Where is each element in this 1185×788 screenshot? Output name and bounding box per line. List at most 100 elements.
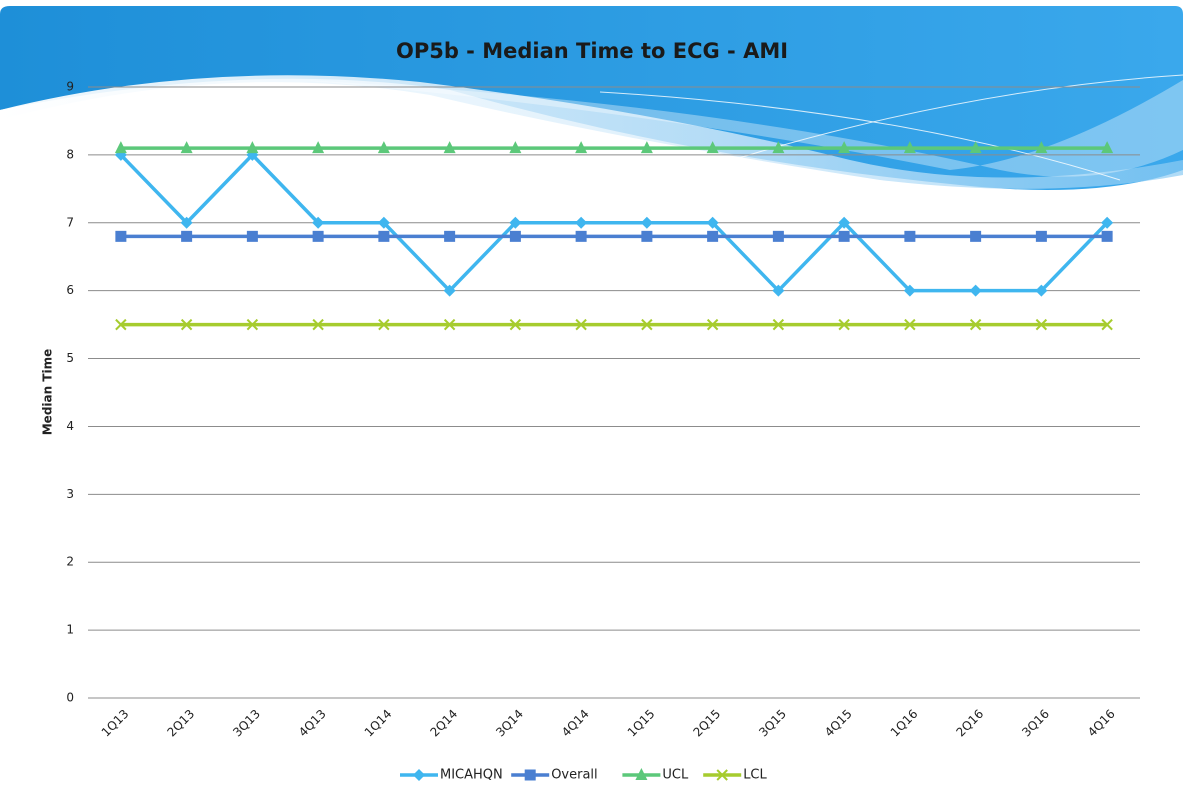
y-tick-label: 5	[66, 351, 74, 365]
marker	[641, 318, 653, 331]
marker	[180, 141, 193, 154]
y-tick-label: 1	[66, 623, 74, 637]
marker	[1035, 230, 1047, 242]
y-tick-label: 7	[66, 215, 74, 229]
marker	[904, 318, 916, 331]
y-tick-label: 3	[66, 487, 74, 501]
x-tick-label: 4Q13	[296, 707, 329, 740]
marker	[640, 141, 653, 154]
marker	[246, 230, 258, 242]
marker	[903, 284, 916, 297]
marker	[377, 141, 390, 154]
legend-item: LCL	[703, 768, 768, 783]
marker	[509, 318, 522, 331]
marker	[575, 216, 588, 229]
x-tick-label: 2Q16	[953, 707, 986, 740]
x-tick-label: 3Q14	[493, 707, 526, 740]
marker	[378, 230, 390, 242]
marker	[838, 216, 851, 229]
legend-label: UCL	[662, 768, 689, 783]
marker	[114, 141, 127, 154]
legend-marker	[716, 769, 728, 781]
legend-label: LCL	[743, 768, 767, 783]
marker	[246, 318, 259, 331]
y-tick-label: 4	[66, 419, 74, 433]
legend-marker	[524, 769, 536, 781]
marker	[378, 318, 390, 331]
legend-marker	[635, 768, 648, 780]
marker	[772, 318, 785, 331]
x-tick-label: 2Q14	[427, 707, 460, 740]
marker	[312, 216, 325, 229]
y-tick-label: 6	[66, 283, 74, 297]
y-tick-label: 8	[66, 147, 74, 161]
x-tick-label: 1Q14	[362, 707, 395, 740]
marker	[706, 141, 719, 154]
marker	[1101, 141, 1114, 154]
marker	[115, 230, 127, 242]
x-tick-label: 3Q16	[1019, 707, 1052, 740]
marker	[1035, 141, 1048, 154]
marker	[443, 318, 456, 331]
marker	[377, 216, 390, 229]
legend-label: MICAHQN	[440, 768, 503, 783]
marker	[444, 230, 456, 242]
marker	[640, 216, 653, 229]
marker	[575, 141, 588, 154]
marker	[772, 141, 785, 154]
x-tick-label: 3Q15	[756, 707, 789, 740]
marker	[970, 230, 982, 242]
legend-item: UCL	[622, 768, 689, 783]
marker	[246, 141, 259, 154]
marker	[180, 318, 193, 331]
marker	[181, 230, 193, 242]
marker	[706, 318, 719, 331]
marker	[772, 230, 784, 242]
x-tick-label: 4Q16	[1085, 707, 1118, 740]
y-tick-label: 9	[66, 80, 74, 94]
marker	[180, 216, 193, 229]
marker	[1101, 230, 1113, 242]
marker	[509, 216, 522, 229]
marker	[443, 284, 456, 297]
marker	[509, 230, 521, 242]
marker	[509, 141, 522, 154]
legend-marker	[413, 769, 425, 781]
x-tick-label: 3Q13	[230, 707, 263, 740]
marker	[838, 230, 850, 242]
x-tick-label: 4Q14	[559, 707, 592, 740]
marker	[575, 318, 587, 331]
x-tick-label: 2Q15	[690, 707, 723, 740]
marker	[312, 141, 325, 154]
y-axis-label: Median Time	[41, 349, 55, 436]
marker	[115, 318, 127, 331]
x-tick-label: 1Q16	[888, 707, 921, 740]
marker	[1035, 318, 1048, 331]
marker	[969, 284, 982, 297]
marker	[575, 230, 587, 242]
marker	[641, 230, 653, 242]
x-tick-label: 1Q13	[99, 707, 132, 740]
marker	[969, 141, 982, 154]
marker	[706, 216, 719, 229]
header-background	[0, 6, 1184, 190]
marker	[838, 141, 851, 154]
x-tick-label: 2Q13	[164, 707, 197, 740]
marker	[1101, 216, 1114, 229]
marker	[1101, 318, 1113, 331]
legend-item: Overall	[511, 768, 598, 783]
marker	[903, 141, 916, 154]
marker	[838, 318, 850, 331]
y-tick-label: 0	[66, 691, 74, 705]
legend-label: Overall	[551, 768, 597, 783]
marker	[772, 284, 785, 297]
x-tick-label: 4Q15	[822, 707, 855, 740]
marker	[904, 230, 916, 242]
marker	[969, 318, 982, 331]
marker	[1035, 284, 1048, 297]
x-tick-label: 1Q15	[625, 707, 658, 740]
marker	[312, 230, 324, 242]
marker	[707, 230, 719, 242]
series-line	[119, 153, 1109, 293]
